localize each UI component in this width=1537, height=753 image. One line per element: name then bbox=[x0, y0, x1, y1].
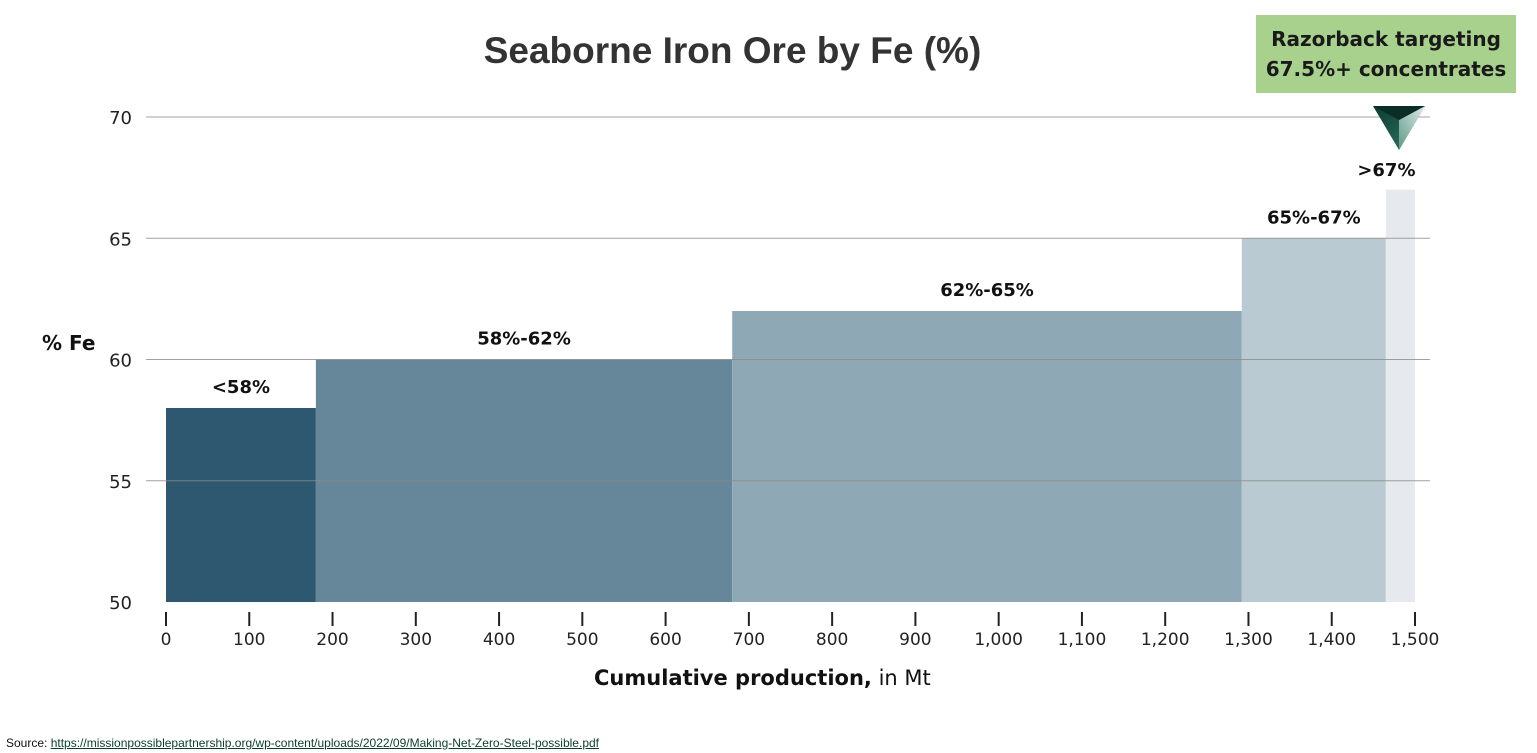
x-tick-label: 400 bbox=[483, 630, 515, 650]
x-axis-label-bold: Cumulative production, bbox=[594, 666, 872, 690]
razorback-callout: Razorback targeting 67.5%+ concentrates bbox=[1256, 15, 1516, 93]
x-tick-label: 500 bbox=[566, 630, 598, 650]
callout-line-1: Razorback targeting bbox=[1271, 27, 1501, 51]
bar-label: 58%-62% bbox=[477, 329, 571, 350]
bar-3 bbox=[1241, 238, 1386, 602]
y-tick-label: 70 bbox=[109, 108, 132, 129]
bar-4 bbox=[1385, 189, 1415, 602]
y-axis-label: % Fe bbox=[42, 331, 96, 355]
x-tick-label: 900 bbox=[899, 630, 931, 650]
source-label: Source: bbox=[6, 736, 48, 750]
down-triangle-marker-icon bbox=[1373, 106, 1425, 150]
bar-2 bbox=[732, 311, 1242, 602]
x-tick-label: 1,100 bbox=[1058, 630, 1107, 650]
x-tick-label: 200 bbox=[316, 630, 348, 650]
source-note: Source: https://missionpossiblepartnersh… bbox=[6, 736, 599, 750]
bar-0 bbox=[166, 408, 316, 602]
x-tick-label: 1,400 bbox=[1307, 630, 1356, 650]
callout-line-2: 67.5%+ concentrates bbox=[1265, 57, 1507, 81]
x-tick-label: 1,300 bbox=[1224, 630, 1273, 650]
x-tick-label: 0 bbox=[161, 630, 172, 650]
x-tick-label: 300 bbox=[400, 630, 432, 650]
x-tick-label: 100 bbox=[233, 630, 265, 650]
x-axis-label: Cumulative production, in Mt bbox=[594, 666, 931, 690]
bar-labels: <58% 58%-62% 62%-65% 65%-67% >67% bbox=[212, 160, 1416, 398]
x-tick-label: 1,500 bbox=[1391, 630, 1440, 650]
x-axis-ticks: 0 100 200 300 400 500 600 700 800 900 1,000 1,100 1,… bbox=[161, 612, 1440, 650]
x-tick-label: 1,200 bbox=[1141, 630, 1190, 650]
x-tick-label: 700 bbox=[733, 630, 765, 650]
y-tick-label: 55 bbox=[109, 472, 132, 493]
y-axis-ticks: 50 55 60 65 70 bbox=[109, 108, 132, 614]
bar-label: >67% bbox=[1357, 160, 1415, 181]
bar-label: <58% bbox=[212, 377, 270, 398]
y-tick-label: 65 bbox=[109, 229, 132, 250]
x-tick-label: 600 bbox=[649, 630, 681, 650]
gridlines bbox=[146, 116, 1430, 482]
x-tick-label: 800 bbox=[816, 630, 848, 650]
bar-label: 62%-65% bbox=[940, 280, 1034, 301]
source-link[interactable]: https://missionpossiblepartnership.org/w… bbox=[50, 736, 599, 750]
x-tick-label: 1,000 bbox=[974, 630, 1023, 650]
chart-title: Seaborne Iron Ore by Fe (%) bbox=[483, 30, 982, 71]
bars-group bbox=[166, 189, 1415, 602]
y-tick-label: 50 bbox=[109, 593, 132, 614]
bar-label: 65%-67% bbox=[1267, 207, 1361, 228]
y-tick-label: 60 bbox=[109, 351, 132, 372]
x-axis-label-unit: in Mt bbox=[878, 666, 931, 690]
